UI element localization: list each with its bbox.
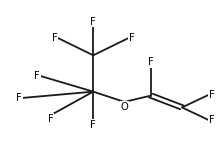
Text: F: F [90,120,96,130]
Text: F: F [48,114,53,124]
Text: O: O [121,102,128,112]
Text: F: F [16,93,22,103]
Text: F: F [209,115,214,125]
Text: F: F [52,33,58,43]
Text: F: F [34,71,40,81]
Text: F: F [209,90,214,100]
Text: F: F [90,17,96,27]
Text: F: F [129,33,135,43]
Text: F: F [148,57,154,67]
